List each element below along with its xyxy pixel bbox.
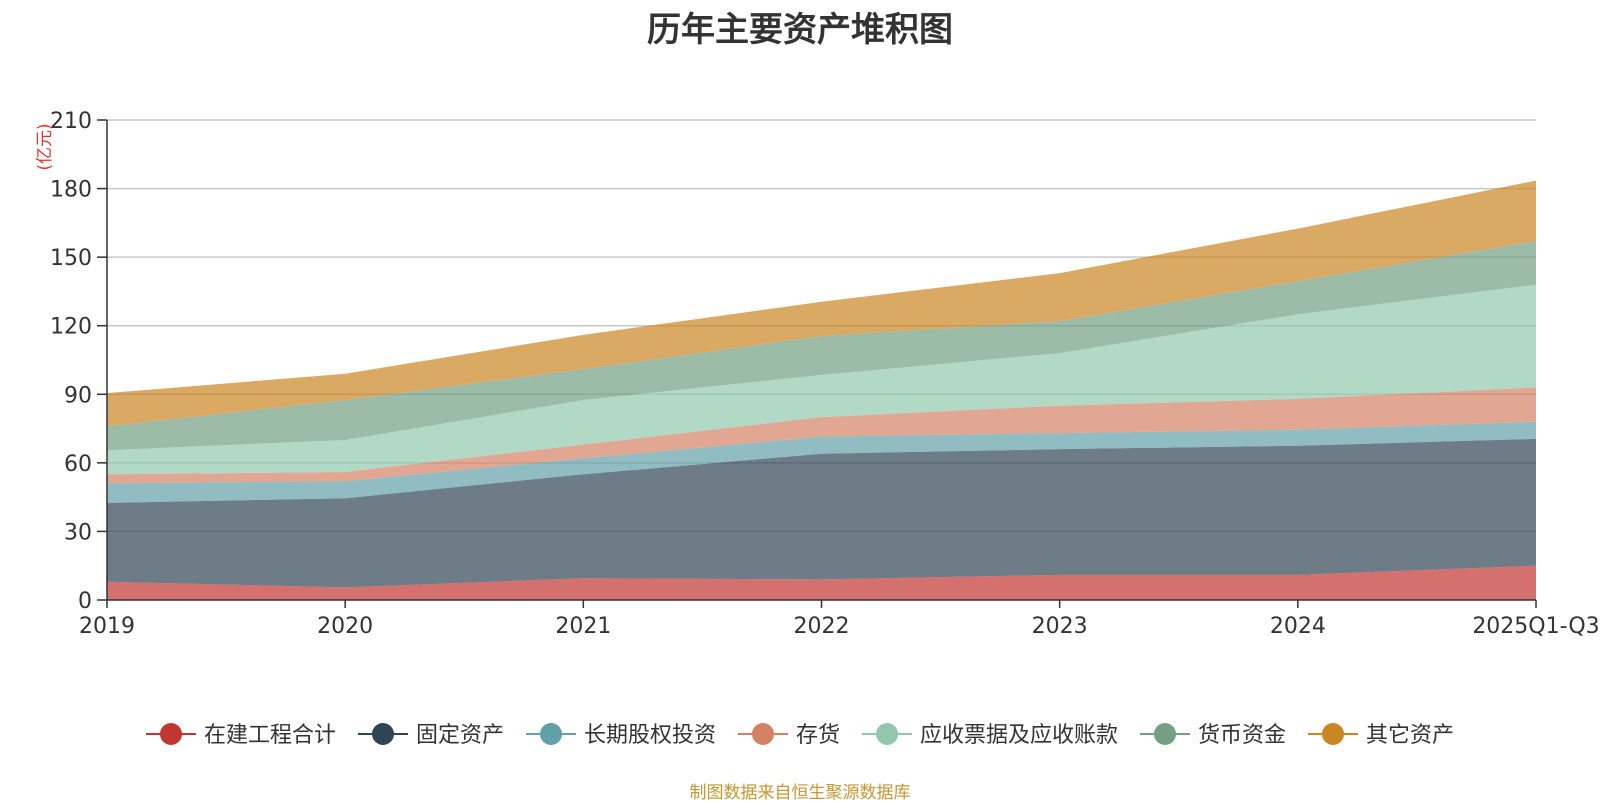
area-series-3 xyxy=(107,387,1536,484)
y-tick-label: 120 xyxy=(50,315,92,340)
x-tick-label: 2022 xyxy=(794,614,850,639)
legend-item-1[interactable]: 固定资产 xyxy=(358,723,504,748)
source-note: 制图数据来自恒生聚源数据库 xyxy=(689,783,911,803)
axis-layer: 0 30 60 90 120 150 180 210 2019 2020 2021 2022 2023 2… xyxy=(50,109,1600,639)
y-tick-label: 60 xyxy=(64,452,92,477)
y-tick-label: 30 xyxy=(64,520,92,545)
legend-label: 应收票据及应收账款 xyxy=(920,723,1118,748)
legend-item-6[interactable]: 其它资产 xyxy=(1308,723,1454,748)
y-tick-label: 150 xyxy=(50,246,92,271)
x-tick-label: 2023 xyxy=(1032,614,1088,639)
legend-marker-icon xyxy=(752,723,774,745)
y-tick-label: 90 xyxy=(64,383,92,408)
legend-label: 其它资产 xyxy=(1366,723,1454,748)
area-layer xyxy=(107,180,1536,600)
area-series-0 xyxy=(107,565,1536,600)
chart-title: 历年主要资产堆积图 xyxy=(647,10,953,50)
x-tick-label: 2024 xyxy=(1270,614,1326,639)
legend-label: 存货 xyxy=(796,723,840,748)
y-tick-label: 180 xyxy=(50,178,92,203)
area-series-2 xyxy=(107,421,1536,503)
legend-marker-icon xyxy=(160,723,182,745)
y-tick-label: 210 xyxy=(50,109,92,134)
area-series-5 xyxy=(107,241,1536,451)
area-series-1 xyxy=(107,438,1536,588)
legend-item-0[interactable]: 在建工程合计 xyxy=(146,723,336,748)
legend-marker-icon xyxy=(1154,723,1176,745)
legend-marker-icon xyxy=(540,723,562,745)
legend-marker-icon xyxy=(876,723,898,745)
legend-label: 长期股权投资 xyxy=(584,723,716,748)
y-axis-unit-label: (亿元) xyxy=(35,123,55,170)
x-tick-label: 2019 xyxy=(79,614,135,639)
legend: 在建工程合计 固定资产 长期股权投资 存货 应收票据及应收账款 货币资金 其它资产 xyxy=(146,723,1454,748)
area-series-6 xyxy=(107,180,1536,427)
x-tick-label: 2025Q1-Q3 xyxy=(1472,614,1599,639)
legend-item-3[interactable]: 存货 xyxy=(738,723,840,748)
legend-item-5[interactable]: 货币资金 xyxy=(1140,723,1286,748)
x-tick-label: 2021 xyxy=(555,614,611,639)
legend-item-4[interactable]: 应收票据及应收账款 xyxy=(862,723,1118,748)
legend-label: 在建工程合计 xyxy=(204,723,336,748)
area-series-4 xyxy=(107,284,1536,475)
y-tick-label: 0 xyxy=(78,589,92,614)
x-tick-label: 2020 xyxy=(317,614,373,639)
legend-item-2[interactable]: 长期股权投资 xyxy=(526,723,716,748)
legend-label: 固定资产 xyxy=(416,723,504,748)
legend-marker-icon xyxy=(1322,723,1344,745)
legend-marker-icon xyxy=(372,723,394,745)
legend-label: 货币资金 xyxy=(1198,723,1286,748)
